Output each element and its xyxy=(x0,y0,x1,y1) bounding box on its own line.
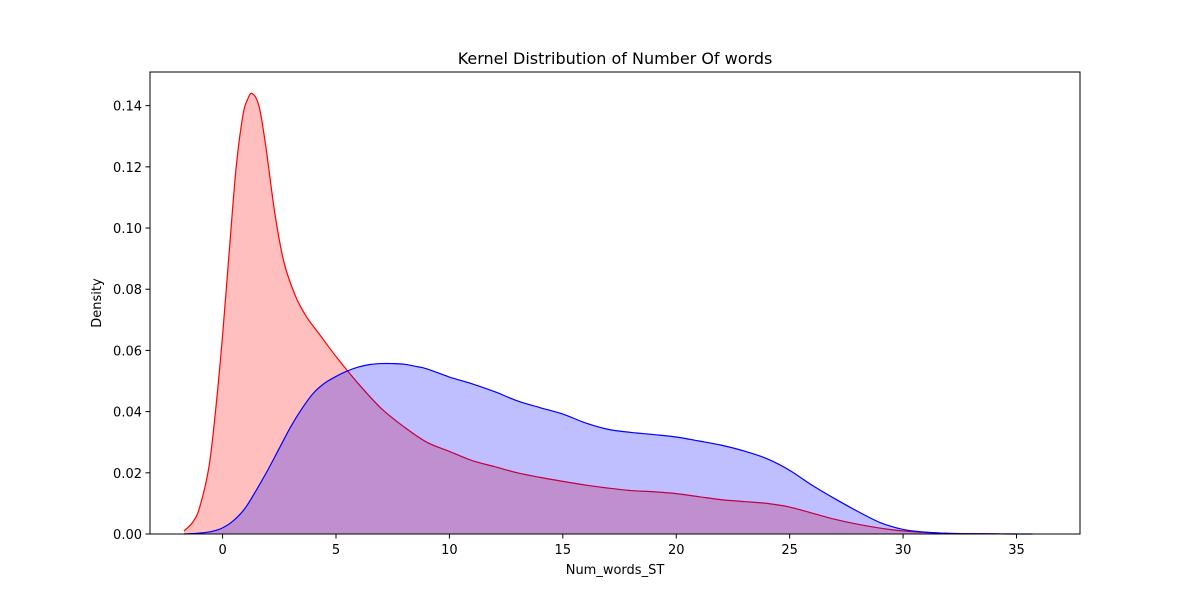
series-1-area xyxy=(184,93,1017,535)
plot-frame xyxy=(149,71,1081,535)
x-tick-label: 15 xyxy=(555,543,572,558)
series-layer xyxy=(183,92,1033,535)
series-2-line xyxy=(183,362,1033,535)
y-tick-label: 0.12 xyxy=(113,161,142,176)
series-2-area xyxy=(184,363,1033,534)
x-tick-label: 10 xyxy=(441,543,458,558)
y-tick-label: 0.04 xyxy=(113,406,142,421)
y-tick-label: 0.02 xyxy=(113,467,142,482)
x-axis-label: Num_words_ST xyxy=(566,563,665,578)
x-tick-label: 0 xyxy=(218,543,226,558)
x-tick-label: 20 xyxy=(668,543,685,558)
y-tick-label: 0.06 xyxy=(113,344,142,359)
y-axis-label: Density xyxy=(90,278,105,328)
x-axis-ticks: 0 5 10 15 20 25 30 35 xyxy=(218,534,1025,558)
x-tick-label: 25 xyxy=(781,543,798,558)
series-1-line xyxy=(183,92,1017,535)
y-tick-label: 0.08 xyxy=(113,283,142,298)
y-tick-label: 0.14 xyxy=(113,100,142,115)
y-tick-label: 0.00 xyxy=(113,528,142,543)
x-tick-label: 5 xyxy=(332,543,340,558)
x-tick-label: 30 xyxy=(895,543,912,558)
y-tick-label: 0.10 xyxy=(113,222,142,237)
y-axis-ticks: 0.00 0.02 0.04 0.06 0.08 0.10 0.12 0.14 xyxy=(113,100,150,543)
chart-title: Kernel Distribution of Number Of words xyxy=(458,49,773,68)
x-tick-label: 35 xyxy=(1008,543,1025,558)
